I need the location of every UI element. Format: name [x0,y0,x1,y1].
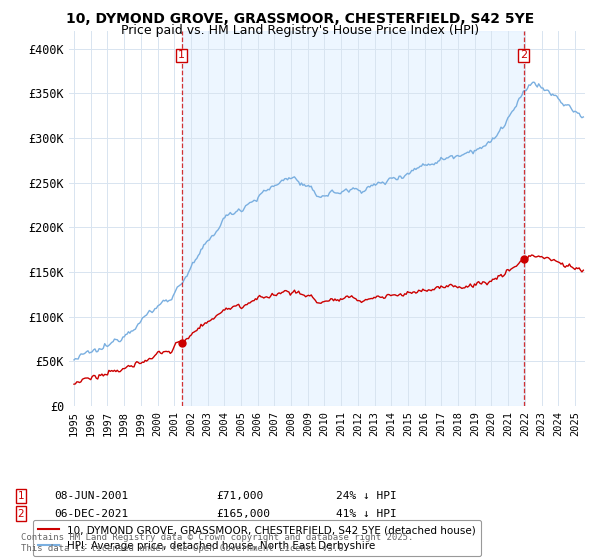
Text: Price paid vs. HM Land Registry's House Price Index (HPI): Price paid vs. HM Land Registry's House … [121,24,479,36]
Text: 2: 2 [520,50,527,60]
Text: 1: 1 [17,491,25,501]
Text: 41% ↓ HPI: 41% ↓ HPI [336,508,397,519]
Legend: 10, DYMOND GROVE, GRASSMOOR, CHESTERFIELD, S42 5YE (detached house), HPI: Averag: 10, DYMOND GROVE, GRASSMOOR, CHESTERFIEL… [33,520,481,556]
Text: 08-JUN-2001: 08-JUN-2001 [54,491,128,501]
Text: 06-DEC-2021: 06-DEC-2021 [54,508,128,519]
Text: £165,000: £165,000 [216,508,270,519]
Text: Contains HM Land Registry data © Crown copyright and database right 2025.
This d: Contains HM Land Registry data © Crown c… [21,533,413,553]
Text: 10, DYMOND GROVE, GRASSMOOR, CHESTERFIELD, S42 5YE: 10, DYMOND GROVE, GRASSMOOR, CHESTERFIEL… [66,12,534,26]
Text: 2: 2 [17,508,25,519]
Text: £71,000: £71,000 [216,491,263,501]
Text: 1: 1 [178,50,185,60]
Text: 24% ↓ HPI: 24% ↓ HPI [336,491,397,501]
Bar [182,31,524,406]
